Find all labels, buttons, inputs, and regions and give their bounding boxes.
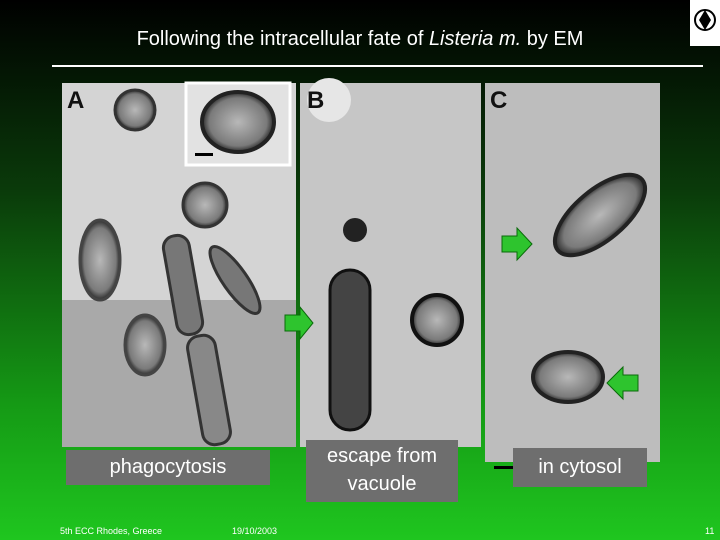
- caption-line: phagocytosis: [109, 456, 227, 478]
- title-italic: Listeria m.: [428, 28, 522, 50]
- caption-line: in cytosol: [538, 456, 622, 478]
- slide-title: Following the intracellular fate of List…: [0, 28, 720, 51]
- footer-date: 19/10/2003: [232, 526, 278, 536]
- page-number: 11: [705, 526, 715, 536]
- logo: [690, 0, 720, 46]
- footer-event: 5th ECC Rhodes, Greece: [60, 526, 163, 536]
- title-text: Following the intracellular fate of: [136, 28, 429, 50]
- micrograph-c: [485, 83, 660, 462]
- arrow: [501, 226, 533, 262]
- caption-line: vacuole: [347, 473, 417, 495]
- title-text: by EM: [521, 28, 584, 50]
- arrow: [284, 305, 314, 341]
- panel-label: B: [307, 87, 324, 114]
- title-rule: [52, 65, 703, 67]
- caption: in cytosol: [513, 448, 647, 487]
- micrograph-b: [300, 83, 481, 447]
- arrow: [606, 365, 639, 401]
- panel-label: A: [67, 87, 84, 114]
- caption-line: escape from: [326, 445, 438, 467]
- panel-label: C: [490, 87, 507, 114]
- caption: phagocytosis: [66, 450, 270, 485]
- caption: escape from vacuole: [306, 440, 458, 502]
